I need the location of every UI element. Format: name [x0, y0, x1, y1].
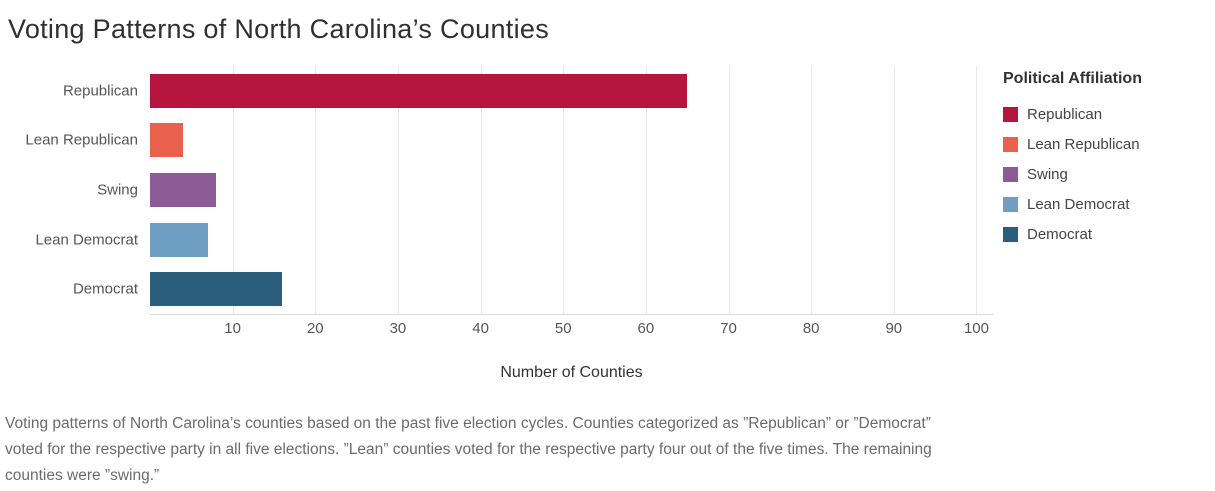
legend-swatch	[1003, 166, 1018, 182]
x-tick-label: 70	[720, 320, 737, 337]
bar-lean-democrat[interactable]	[150, 222, 208, 257]
legend: Political Affiliation Republican Lean Rep…	[1003, 70, 1208, 249]
legend-swatch	[1003, 136, 1018, 152]
chart-row: Swing	[97, 165, 993, 215]
legend-label: Lean Republican	[1027, 135, 1140, 153]
legend-swatch	[1003, 196, 1018, 212]
legend-label: Swing	[1027, 165, 1068, 183]
bar-lean-republican[interactable]	[150, 123, 184, 158]
gridline	[315, 66, 317, 314]
legend-label: Lean Democrat	[1027, 195, 1130, 213]
x-tick-label: 40	[472, 320, 489, 337]
gridline	[232, 66, 234, 314]
chart-row: Lean Democrat	[35, 215, 993, 265]
legend-title: Political Affiliation	[1003, 70, 1142, 87]
category-label: Lean Democrat	[35, 231, 138, 249]
gridline	[728, 66, 730, 314]
gridline	[893, 66, 895, 314]
gridline	[563, 66, 565, 314]
bar-republican[interactable]	[150, 73, 688, 108]
gridline	[976, 66, 978, 314]
x-tick-label: 50	[554, 320, 572, 337]
category-label: Republican	[62, 82, 138, 100]
x-tick-label: 90	[885, 320, 903, 337]
plot-area: Republican Lean Republican Swing Lean Democ…	[25, 66, 993, 315]
legend-label: Republican	[1027, 105, 1103, 123]
gridline	[811, 66, 813, 314]
chart-row: Republican	[63, 66, 993, 116]
chart-row: Lean Republican	[25, 116, 993, 166]
legend-item-republican[interactable]: Republican	[1003, 99, 1208, 129]
x-axis: 10 20 30 40 50 60 70 80 90 100	[150, 320, 993, 340]
x-tick-label: 10	[224, 320, 241, 337]
gridline	[397, 66, 399, 314]
gridline	[645, 66, 647, 314]
legend-item-swing[interactable]: Swing	[1003, 159, 1208, 189]
x-tick-label: 100	[963, 320, 989, 337]
legend-swatch	[1003, 226, 1018, 242]
legend-items: Republican Lean Republican Swing Lean Democ…	[1003, 99, 1208, 249]
legend-swatch	[1003, 106, 1018, 122]
x-axis-title: Number of Counties	[500, 364, 643, 381]
category-label: Democrat	[72, 280, 138, 298]
chart-row: Democrat	[73, 264, 993, 314]
legend-item-lean-republican[interactable]: Lean Republican	[1003, 129, 1208, 159]
category-label: Swing	[97, 181, 138, 199]
legend-item-democrat[interactable]: Democrat	[1003, 219, 1208, 249]
legend-item-lean-democrat[interactable]: Lean Democrat	[1003, 189, 1208, 219]
x-tick-label: 20	[306, 320, 324, 337]
x-tick-label: 60	[637, 320, 655, 337]
x-tick-label: 80	[802, 320, 820, 337]
category-label: Lean Republican	[25, 131, 138, 149]
legend-label: Democrat	[1027, 225, 1093, 243]
x-tick-label: 30	[389, 320, 407, 337]
bar-swing[interactable]	[150, 172, 217, 207]
chart-caption: Voting patterns of North Carolina’s coun…	[5, 415, 932, 484]
bar-democrat[interactable]	[150, 272, 283, 307]
gridline	[480, 66, 482, 314]
chart-title: Voting Patterns of North Carolina’s Coun…	[8, 14, 549, 44]
